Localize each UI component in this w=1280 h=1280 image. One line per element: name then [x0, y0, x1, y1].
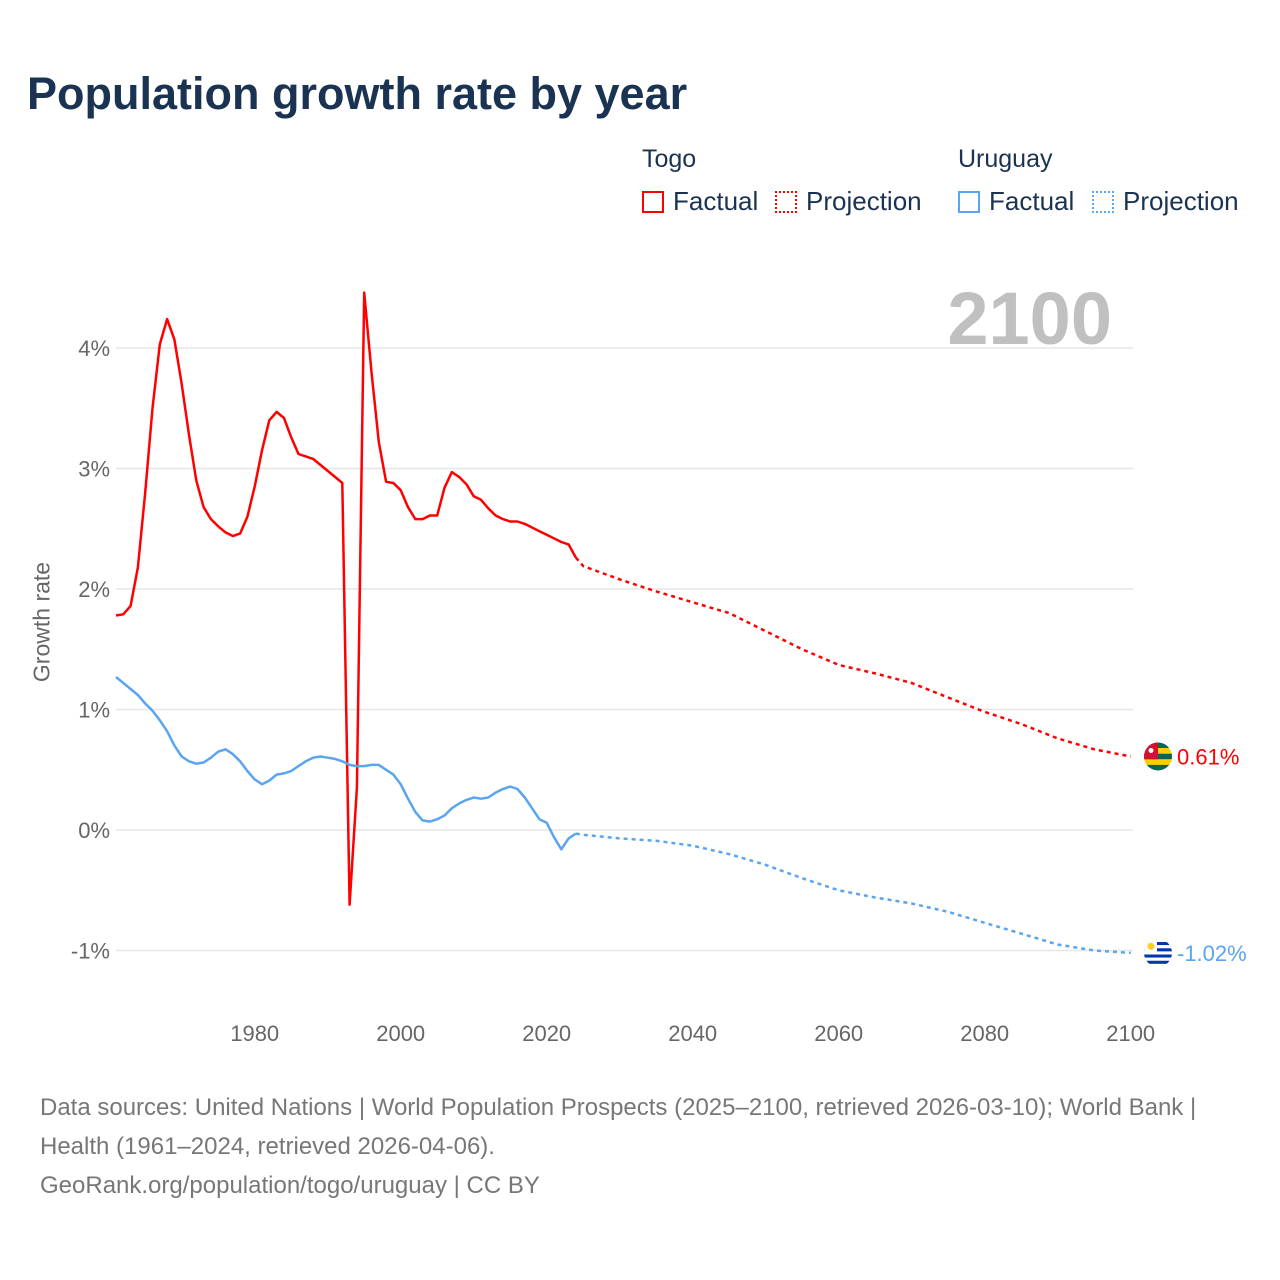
legend-uruguay-factual[interactable]: Factual [958, 186, 1074, 217]
legend-country-uruguay: Uruguay [958, 145, 1053, 173]
flag-stripe [1144, 938, 1172, 943]
y-tick-label: -1% [71, 939, 110, 964]
legend-label: Projection [1123, 186, 1239, 216]
series-line-togo-projection [574, 556, 1131, 758]
legend-swatch-dotted [1092, 190, 1114, 213]
x-tick-label: 2060 [814, 1021, 863, 1046]
flag-stripe [1144, 963, 1172, 967]
end-value-label-togo: 0.61% [1177, 744, 1239, 769]
y-tick-label: 0% [78, 818, 110, 843]
series-line-togo-factual [115, 291, 577, 906]
togo-flag-icon [1144, 742, 1172, 771]
flag-body [1144, 938, 1172, 967]
y-tick-label: 1% [78, 698, 110, 723]
legend-uruguay-projection[interactable]: Projection [1092, 186, 1239, 217]
series-line-uruguay-projection [575, 832, 1131, 955]
current-year-label: 2100 [947, 277, 1112, 360]
flag-stripe [1144, 960, 1172, 964]
legend-country-togo: Togo [642, 145, 697, 173]
legend-label: Factual [673, 186, 759, 216]
flag-body [1144, 742, 1172, 771]
flag-stripe [1144, 951, 1172, 955]
x-tick-label: 1980 [230, 1021, 279, 1046]
y-tick-label: 2% [78, 577, 110, 602]
x-tick-label: 2000 [376, 1021, 425, 1046]
flag-stripe [1144, 942, 1172, 946]
legend-label: Factual [989, 186, 1075, 216]
flag-sun [1147, 942, 1155, 950]
data-sources: Data sources: United Nations | World Pop… [40, 1094, 1197, 1160]
end-value-label-uruguay: -1.02% [1177, 941, 1247, 966]
x-tick-label: 2100 [1106, 1021, 1155, 1046]
credit-link[interactable]: GeoRank.org/population/togo/uruguay | CC… [40, 1172, 540, 1199]
legend-swatch-solid [642, 190, 664, 213]
y-tick-label: 4% [78, 336, 110, 361]
uruguay-flag-icon [1144, 938, 1172, 967]
flag-stripe [1144, 759, 1172, 765]
chart-title: Population growth rate by year [27, 68, 688, 119]
flag-stripe [1144, 954, 1172, 958]
legend-label: Projection [806, 186, 922, 216]
x-tick-label: 2080 [960, 1021, 1009, 1046]
x-tick-label: 2020 [522, 1021, 571, 1046]
flag-stripe [1144, 945, 1172, 949]
flag-stripe [1144, 957, 1172, 961]
legend-swatch-dotted [775, 190, 797, 213]
legend-swatch-solid [958, 190, 980, 213]
series-line-uruguay-factual [115, 676, 577, 851]
flag-star [1148, 747, 1154, 753]
flag-stripe [1144, 764, 1172, 771]
flag-stripe [1144, 948, 1172, 952]
legend-togo-projection[interactable]: Projection [775, 186, 922, 217]
x-tick-label: 2040 [668, 1021, 717, 1046]
footer: Data sources: United Nations | World Pop… [40, 1088, 1240, 1205]
legend-togo-factual[interactable]: Factual [642, 186, 758, 217]
y-tick-label: 3% [78, 457, 110, 482]
